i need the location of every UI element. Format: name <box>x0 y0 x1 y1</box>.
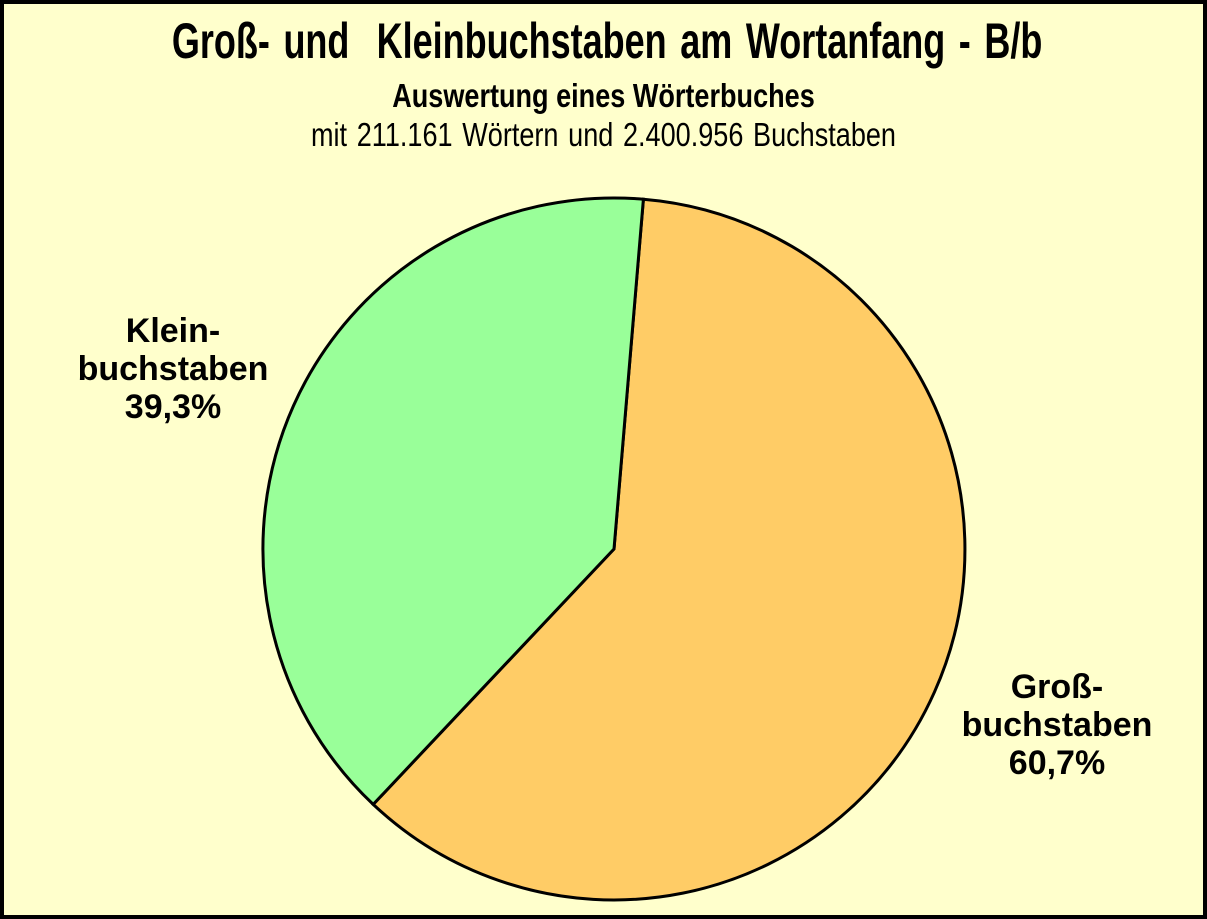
chart-subtitle-detail: mit 211.161 Wörtern und 2.400.956 Buchst… <box>311 116 896 153</box>
slice-label-grossbuchstaben: Groß- buchstaben 60,7% <box>917 668 1197 782</box>
pie-chart <box>261 196 967 902</box>
chart-header: Groß- und Kleinbuchstaben am Wortanfang … <box>4 4 1203 153</box>
slice-label-line: buchstaben <box>961 706 1153 744</box>
chart-subtitle: Auswertung eines Wörterbuches <box>392 77 815 114</box>
pie-slice-kleinbuchstaben <box>261 196 646 807</box>
slice-label-line: Klein- <box>125 312 221 350</box>
chart-title: Groß- und Kleinbuchstaben am Wortanfang … <box>171 13 1043 69</box>
slice-label-kleinbuchstaben: Klein- buchstaben 39,3% <box>33 312 313 426</box>
pie-slice-grossbuchstaben <box>371 197 967 902</box>
slice-label-line: buchstaben <box>77 350 269 388</box>
slice-percent-value: 60,7% <box>1008 744 1106 782</box>
slice-label-line: Groß- <box>1010 668 1104 706</box>
slice-percent-value: 39,3% <box>124 388 222 426</box>
